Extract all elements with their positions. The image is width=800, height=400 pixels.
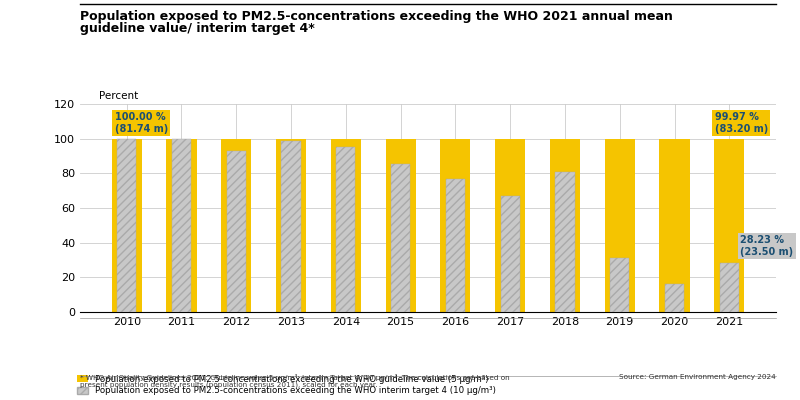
Bar [282,141,301,312]
Bar [440,139,470,312]
Text: 100.00 %
(81.74 m): 100.00 % (81.74 m) [114,112,168,134]
Bar [659,139,690,312]
Text: Source: German Environment Agency 2024: Source: German Environment Agency 2024 [619,374,776,380]
Text: Percent: Percent [99,90,138,100]
Text: 99.97 %
(83.20 m): 99.97 % (83.20 m) [714,112,768,134]
Bar [714,139,744,312]
Legend: Population exposed to PM2.5-concentrations exceeding the WHO guideline value (5 : Population exposed to PM2.5-concentratio… [78,374,495,395]
Bar [446,179,465,312]
Bar [221,139,251,312]
Bar [336,147,355,312]
Bar [226,151,246,312]
Bar [665,284,684,312]
Bar [555,172,574,312]
Bar [501,196,520,312]
Bar [166,139,197,312]
Bar [330,139,361,312]
Bar [495,139,526,312]
Text: Population exposed to PM2.5-concentrations exceeding the WHO 2021 annual mean: Population exposed to PM2.5-concentratio… [80,10,673,23]
Text: guideline value/ interim target 4*: guideline value/ interim target 4* [80,22,314,35]
Bar [117,139,136,312]
Bar [391,164,410,312]
Bar [605,139,635,312]
Bar [112,139,142,312]
Bar [550,139,580,312]
Bar [386,139,416,312]
Bar [610,258,630,312]
Text: * WHO Air Quality Guidelines 2021: Guideline value 5 µg/m³; Interim Target 4: 10: * WHO Air Quality Guidelines 2021: Guide… [80,374,510,388]
Text: 28.23 %
(23.50 m): 28.23 % (23.50 m) [740,235,794,257]
Bar [276,139,306,312]
Bar [172,139,191,312]
Bar [720,263,739,312]
